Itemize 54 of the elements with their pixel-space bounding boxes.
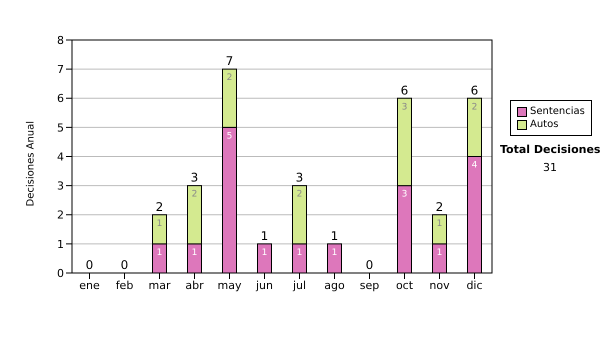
y-tick-label: 4 — [57, 150, 64, 164]
x-tick-label: mar — [148, 278, 171, 292]
legend-label: Autos — [530, 118, 558, 131]
total-label: 3 — [190, 170, 198, 185]
total-label: 3 — [296, 170, 304, 185]
legend-label: Sentencias — [530, 105, 585, 118]
data-label: 1 — [156, 218, 162, 229]
x-tick-label: ago — [324, 278, 345, 292]
data-label: 1 — [192, 248, 198, 258]
total-label: 6 — [400, 83, 408, 98]
total-label: 2 — [156, 200, 164, 214]
y-tick-label: 6 — [57, 92, 64, 106]
y-tick-label: 8 — [57, 34, 64, 47]
data-label: 2 — [296, 190, 302, 200]
data-label: 2 — [226, 73, 232, 84]
data-label: 2 — [192, 190, 198, 200]
total-label: 0 — [86, 258, 94, 272]
data-label: 1 — [156, 248, 162, 258]
y-tick-label: 3 — [57, 180, 64, 193]
y-tick-label: 0 — [57, 266, 64, 280]
total-label: 0 — [366, 258, 374, 272]
total-label: 6 — [470, 83, 478, 98]
data-label: 3 — [402, 190, 408, 200]
data-label: 5 — [226, 131, 232, 142]
x-tick-label: oct — [396, 278, 414, 292]
y-tick-label: 2 — [57, 208, 64, 222]
x-tick-label: jun — [255, 278, 274, 292]
data-label: 4 — [472, 160, 478, 170]
x-tick-label: jul — [292, 278, 306, 292]
data-label: 1 — [262, 248, 268, 258]
x-tick-label: may — [218, 278, 242, 292]
total-label: 1 — [330, 228, 338, 243]
x-tick-label: feb — [116, 278, 134, 292]
x-tick-label: nov — [429, 278, 450, 292]
y-axis-title: Decisiones Anual — [26, 120, 37, 206]
text: 31 — [542, 161, 558, 174]
x-tick-label: ene — [79, 278, 100, 292]
x-tick-label: abr — [185, 278, 204, 292]
y-tick-label: 5 — [57, 121, 64, 134]
data-label: 3 — [402, 102, 408, 112]
data-label: 1 — [296, 248, 302, 258]
text: Total Decisiones — [500, 143, 600, 156]
x-tick-label: dic — [466, 278, 483, 292]
total-label: 0 — [120, 258, 128, 272]
data-label: 1 — [436, 248, 442, 258]
total-label: 7 — [226, 54, 234, 68]
total-label: 2 — [436, 200, 444, 214]
y-tick-label: 7 — [57, 63, 64, 76]
x-tick-label: sep — [360, 278, 380, 292]
data-label: 2 — [472, 102, 478, 112]
data-label: 1 — [332, 248, 338, 258]
data-label: 1 — [436, 218, 442, 229]
total-label: 1 — [260, 228, 268, 243]
y-tick-label: 1 — [57, 238, 64, 251]
